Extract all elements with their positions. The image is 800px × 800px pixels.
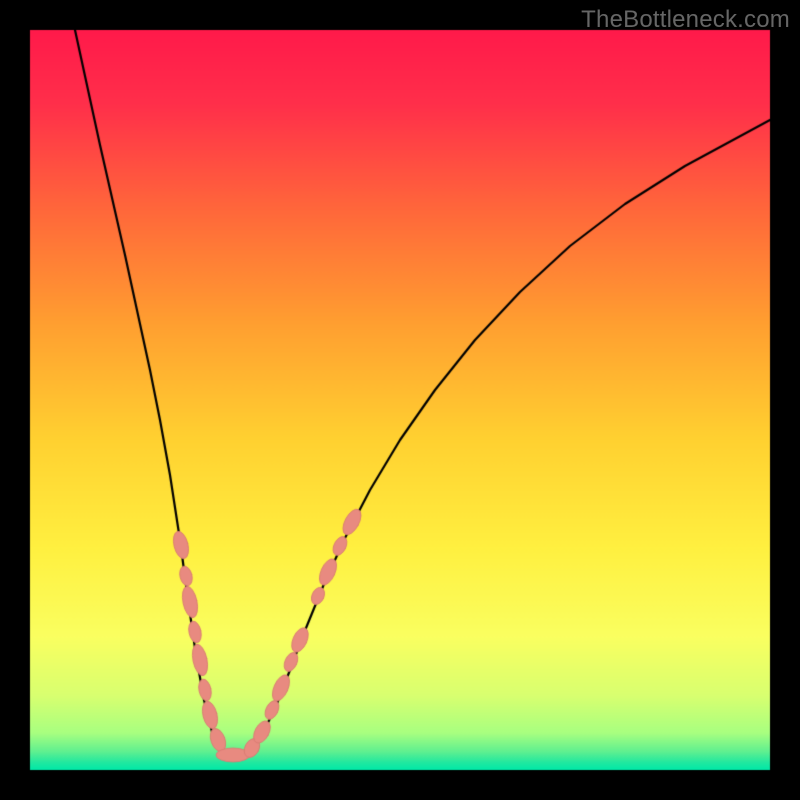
bottleneck-curve-chart	[0, 0, 800, 800]
chart-stage: TheBottleneck.com	[0, 0, 800, 800]
watermark-label: TheBottleneck.com	[581, 6, 790, 34]
